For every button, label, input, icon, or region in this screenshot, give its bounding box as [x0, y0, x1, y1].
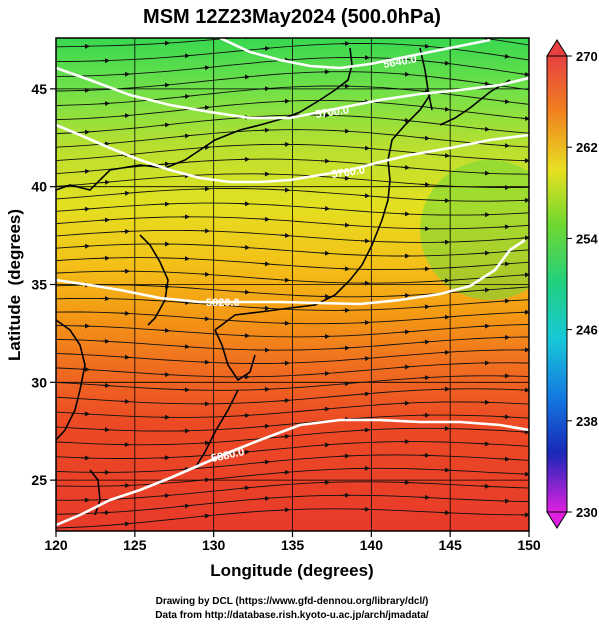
streamline-arrow: [201, 274, 209, 275]
x-axis-label: Longitude (degrees): [210, 561, 373, 580]
streamline-arrow: [241, 37, 249, 38]
y-ticks: 25 30 35 40 45: [31, 81, 56, 488]
x-tick-label: 125: [123, 537, 147, 553]
streamline-arrow: [321, 445, 329, 446]
x-tick-label: 145: [438, 537, 462, 553]
streamline-arrow: [161, 164, 169, 165]
streamline-arrow: [181, 302, 189, 303]
streamline-arrow: [361, 148, 369, 149]
streamline-arrow: [481, 290, 489, 291]
streamline-arrow: [341, 383, 349, 384]
streamline-arrow: [81, 209, 89, 210]
streamline-arrow: [401, 167, 409, 168]
y-tick-label: 40: [31, 179, 47, 195]
streamline-arrow: [441, 352, 449, 353]
streamline-arrow: [281, 472, 289, 473]
streamline-arrow: [441, 317, 449, 318]
x-tick-label: 140: [360, 537, 384, 553]
x-tick-label: 150: [517, 537, 541, 553]
streamline-arrow: [81, 171, 89, 172]
colorbar-top-triangle: [547, 40, 567, 56]
streamline-arrow: [321, 208, 329, 209]
colorbar-tick-label: 262: [576, 140, 598, 155]
streamline-arrow: [321, 409, 329, 410]
credit-drawing: Drawing by DCL (https://www.gfd-dennou.o…: [156, 596, 429, 607]
streamline-arrow: [421, 307, 429, 308]
streamline-arrow: [121, 193, 129, 194]
streamline-arrow: [161, 330, 169, 331]
streamline-arrow: [121, 524, 129, 525]
x-tick-label: 120: [44, 537, 68, 553]
streamline-arrow: [101, 385, 109, 386]
colorbar-tick-label: 254: [576, 231, 598, 246]
credit-data: Data from http://database.rish.kyoto-u.a…: [155, 610, 429, 621]
streamline-arrow: [421, 184, 429, 185]
streamline-arrow: [521, 238, 529, 239]
streamline-arrow: [121, 357, 129, 358]
colorbar: 270 262 254 246 238 230: [547, 40, 598, 528]
plot-area: 5880.0 5820.0 5760.0 5700.0 5640.0: [46, 30, 560, 532]
streamline-arrow: [501, 301, 509, 302]
streamline-arrow: [321, 253, 329, 254]
streamline-arrow: [341, 225, 349, 226]
streamline-arrow: [181, 346, 189, 347]
streamline-arrow: [161, 495, 169, 496]
streamline-arrow: [101, 220, 109, 221]
streamline-arrow: [401, 332, 409, 333]
streamline-arrow: [481, 253, 489, 254]
x-tick-label: 130: [202, 537, 226, 553]
streamline-arrow: [241, 247, 249, 248]
colorbar-tick-label: 230: [576, 505, 598, 520]
streamline-arrow: [241, 292, 249, 293]
streamline-arrow: [181, 56, 189, 57]
streamline-arrow: [401, 367, 409, 368]
streamline-arrow: [101, 182, 109, 183]
colorbar-tick-label: 270: [576, 49, 598, 64]
streamline-arrow: [501, 145, 509, 146]
y-tick-label: 30: [31, 374, 47, 390]
streamline-arrow: [361, 358, 369, 359]
colorbar-ticks: 270 262 254 246 238 230: [567, 49, 598, 520]
streamline-arrow: [421, 46, 429, 47]
colorbar-tick-label: 246: [576, 323, 598, 338]
colorbar-gradient: [547, 56, 567, 512]
cold-anomaly: [420, 160, 560, 300]
streamline-arrow: [321, 373, 329, 374]
y-tick-label: 35: [31, 277, 47, 293]
streamline-arrow: [361, 195, 369, 196]
streamline-arrow: [521, 275, 529, 276]
streamline-arrow: [281, 280, 289, 281]
colorbar-tick-label: 238: [576, 414, 598, 429]
streamline-arrow: [281, 235, 289, 236]
streamline-arrow: [501, 264, 509, 265]
streamline-arrow: [121, 115, 129, 116]
streamline-arrow: [261, 426, 269, 427]
streamline-arrow: [261, 88, 269, 89]
streamline-arrow: [361, 394, 369, 395]
streamline-arrow: [281, 400, 289, 401]
x-ticks: 120 125 130 135 140 145 150: [44, 531, 541, 553]
streamline-arrow: [261, 498, 269, 499]
contour-label-5820: 5820.0: [206, 297, 240, 309]
y-tick-label: 25: [31, 472, 47, 488]
streamline-arrow: [401, 74, 409, 75]
x-tick-label: 135: [281, 537, 305, 553]
streamline-arrow: [421, 342, 429, 343]
streamline-arrow: [261, 263, 269, 264]
y-axis-label: Latitude (degrees): [5, 209, 24, 361]
colorbar-bottom-triangle: [547, 512, 567, 528]
chart-title: MSM 12Z23May2024 (500.0hPa): [143, 6, 441, 28]
y-tick-label: 45: [31, 81, 47, 97]
streamline-arrow: [201, 318, 209, 319]
